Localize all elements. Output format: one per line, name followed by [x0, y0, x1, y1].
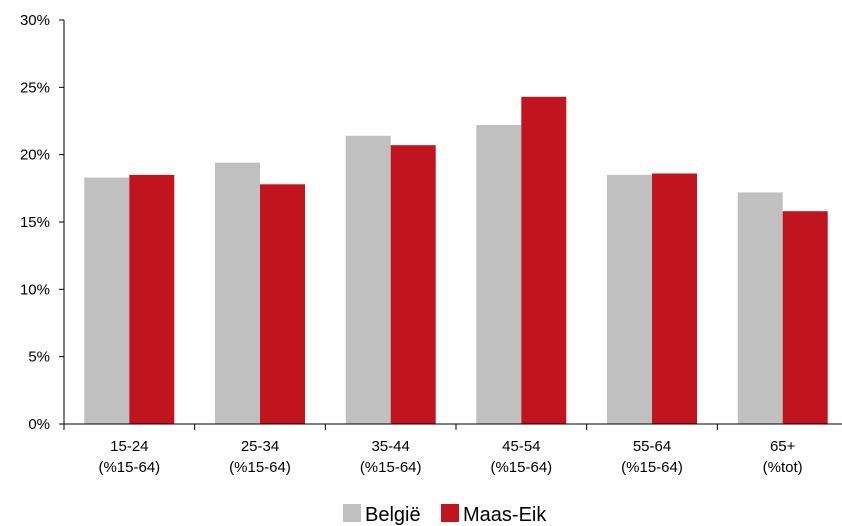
bar-series-2-cat-4 [521, 96, 567, 425]
y-tick-label: 10% [20, 281, 50, 298]
x-tick-label: 55-64 (%15-64) [621, 438, 683, 476]
bars-layer [84, 96, 828, 425]
bar-series-1-cat-5 [607, 174, 652, 424]
bar-series-2-cat-6 [782, 211, 828, 424]
y-tick-label: 30% [20, 12, 50, 29]
bar-series-1-cat-3 [345, 135, 391, 425]
legend-label-series-1: België [365, 504, 421, 526]
legend: België Maas-Eik [343, 504, 547, 526]
bar-series-1-cat-4 [476, 125, 522, 424]
y-tick-label: 5% [28, 349, 50, 366]
bar-series-2-cat-1 [129, 174, 175, 424]
bar-series-2-cat-2 [260, 184, 305, 424]
legend-swatch-series-2 [441, 504, 459, 522]
x-tick-label: 45-54 (%15-64) [490, 438, 552, 476]
bar-series-1-cat-6 [737, 192, 783, 424]
x-tick-label: 25-34 (%15-64) [229, 438, 291, 476]
legend-swatch-series-1 [343, 504, 361, 522]
bar-series-1-cat-2 [215, 162, 260, 424]
y-tick-label: 15% [20, 214, 50, 231]
bar-series-2-cat-5 [652, 173, 697, 424]
x-tick-label: 35-44 (%15-64) [360, 438, 422, 476]
bar-series-1-cat-1 [84, 177, 130, 424]
legend-label-series-2: Maas-Eik [463, 504, 547, 526]
y-tick-label: 0% [28, 416, 50, 433]
axes-layer: 0% 5% 10% 15% 20% 25% 30% 15-24 (%15-64) 25-34 (%1… [20, 12, 842, 476]
y-tick-label: 25% [20, 79, 50, 96]
y-tick-label: 20% [20, 147, 50, 164]
x-tick-label: 15-24 (%15-64) [98, 438, 160, 476]
x-tick-label: 65+ (%tot) [763, 438, 803, 476]
bar-series-2-cat-3 [390, 145, 436, 424]
